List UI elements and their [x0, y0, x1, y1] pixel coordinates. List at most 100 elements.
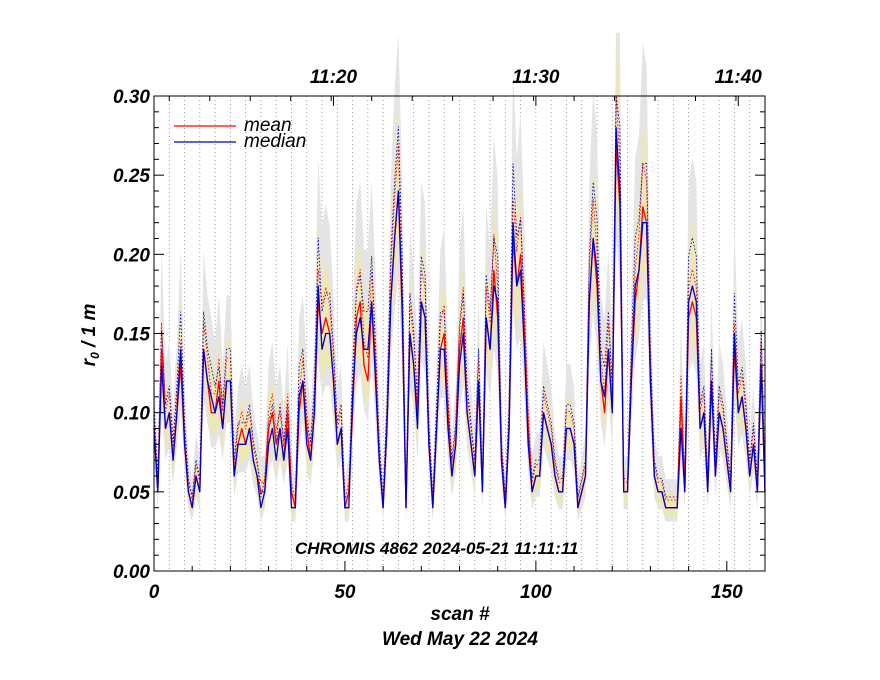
- median-point: [623, 491, 625, 493]
- median-point: [348, 507, 350, 509]
- median-point: [344, 507, 346, 509]
- median-point: [668, 507, 671, 509]
- median-point: [409, 332, 411, 335]
- median-point: [707, 491, 709, 493]
- median-point: [730, 491, 732, 493]
- mean-point: [642, 206, 644, 208]
- median-point: [630, 380, 632, 382]
- median-point: [493, 285, 495, 287]
- median-point: [397, 190, 399, 192]
- median-point: [161, 364, 163, 366]
- mean-point: [275, 443, 277, 445]
- median-point: [405, 507, 407, 509]
- median-point: [646, 222, 648, 224]
- median-point: [619, 190, 621, 192]
- median-point: [290, 507, 293, 509]
- median-point: [359, 317, 361, 319]
- median-point: [283, 459, 285, 461]
- median-point: [592, 237, 594, 240]
- median-point: [485, 317, 487, 319]
- mean-point: [218, 380, 220, 382]
- median-point: [565, 427, 568, 430]
- median-point: [653, 475, 655, 477]
- median-point: [741, 396, 743, 398]
- median-point: [726, 459, 728, 461]
- date-label: Wed May 22 2024: [382, 629, 538, 650]
- mean-point: [458, 348, 461, 350]
- median-point: [420, 301, 422, 303]
- median-point: [256, 475, 258, 477]
- median-point: [588, 301, 590, 303]
- median-point: [611, 412, 613, 414]
- median-point: [462, 332, 464, 335]
- median-point: [684, 491, 686, 493]
- median-point: [222, 427, 224, 430]
- median-point: [691, 285, 694, 287]
- median-point: [310, 459, 312, 461]
- median-point: [688, 301, 690, 303]
- median-point: [542, 412, 545, 414]
- median-point: [520, 269, 522, 271]
- median-point: [245, 443, 247, 445]
- median-point: [569, 427, 571, 430]
- median-point: [390, 301, 392, 303]
- median-point: [451, 475, 453, 477]
- median-point: [455, 443, 457, 445]
- mean-point: [210, 412, 212, 414]
- median-point: [531, 491, 533, 493]
- median-point: [413, 364, 415, 366]
- median-point: [596, 269, 598, 271]
- median-point: [695, 301, 697, 303]
- median-point: [401, 301, 403, 303]
- median-point: [321, 348, 323, 350]
- median-point: [535, 475, 537, 477]
- median-point: [218, 396, 220, 398]
- median-point: [626, 491, 629, 493]
- median-point: [237, 443, 239, 445]
- median-point: [355, 332, 357, 335]
- x-tick-label: 50: [334, 582, 356, 603]
- median-point: [203, 348, 205, 350]
- median-point: [306, 443, 308, 445]
- median-point: [352, 396, 354, 398]
- tick-labels: 0.00 0.05 0.10 0.15 0.20 0.25 0.30 0 50 100 150 11:…: [113, 67, 762, 603]
- y-tick-label: 0.10: [113, 404, 150, 425]
- median-point: [710, 380, 713, 382]
- median-point: [665, 507, 667, 509]
- median-point: [714, 475, 717, 477]
- median-point: [615, 127, 617, 129]
- y-tick-label: 0.25: [113, 166, 150, 187]
- median-point: [298, 396, 300, 398]
- median-point: [332, 380, 335, 382]
- median-point: [642, 222, 644, 224]
- median-point: [287, 427, 289, 430]
- median-point: [279, 427, 281, 430]
- median-point: [504, 507, 506, 509]
- median-point: [703, 412, 705, 414]
- mean-point: [268, 427, 270, 430]
- median-point: [672, 507, 675, 509]
- mean-point: [271, 412, 273, 414]
- median-point: [313, 412, 315, 414]
- median-point: [546, 427, 548, 430]
- median-point: [474, 475, 476, 477]
- median-point: [443, 348, 445, 350]
- mean-point: [462, 317, 464, 319]
- median-point: [378, 459, 380, 461]
- median-point: [497, 301, 499, 303]
- median-point: [577, 507, 579, 509]
- median-point: [210, 396, 212, 398]
- median-point: [206, 380, 209, 382]
- mean-point: [260, 491, 262, 493]
- median-point: [325, 332, 327, 335]
- median-point: [489, 348, 491, 350]
- legend-median-label: median: [244, 131, 306, 152]
- median-point: [226, 380, 228, 382]
- mean-point: [443, 332, 445, 335]
- median-point: [260, 507, 262, 509]
- median-point: [527, 443, 529, 445]
- median-point: [271, 427, 273, 430]
- median-point: [252, 459, 254, 461]
- axis-ticks: [153, 95, 766, 572]
